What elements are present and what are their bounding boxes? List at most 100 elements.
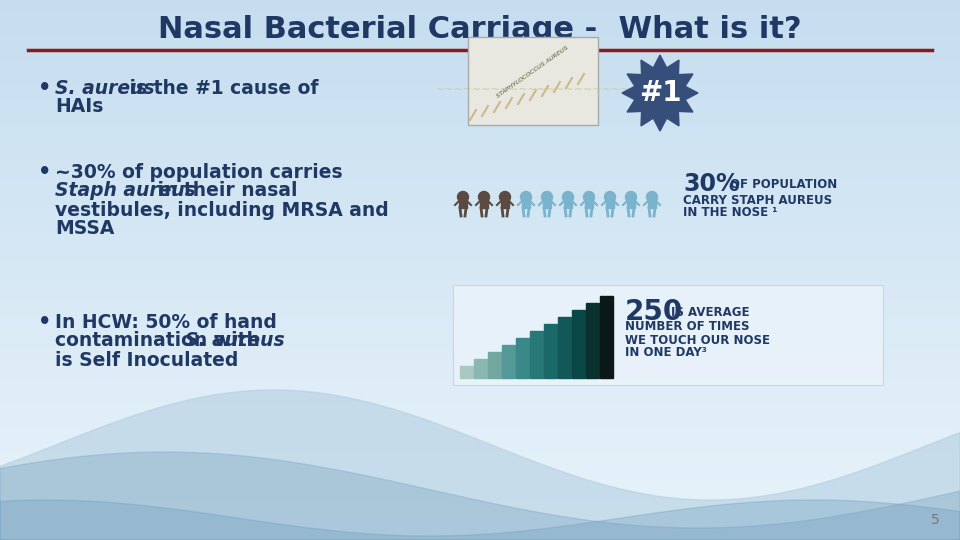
Bar	[0, 458, 960, 463]
Circle shape	[541, 192, 553, 202]
Text: •: •	[38, 78, 52, 98]
Bar	[0, 98, 960, 104]
Bar	[0, 120, 960, 126]
Circle shape	[605, 192, 615, 202]
Bar	[0, 296, 960, 301]
Bar	[0, 80, 960, 85]
Bar	[0, 431, 960, 436]
Text: Staph aureus: Staph aureus	[55, 181, 196, 200]
Bar	[0, 494, 960, 500]
Bar	[0, 422, 960, 428]
Bar	[0, 363, 960, 369]
Bar	[543, 198, 551, 208]
Bar	[0, 76, 960, 81]
Text: S. aureus: S. aureus	[55, 78, 155, 98]
Text: IN ONE DAY³: IN ONE DAY³	[625, 347, 707, 360]
Bar	[0, 327, 960, 333]
Bar	[480, 198, 488, 208]
Bar	[0, 265, 960, 270]
Bar	[0, 336, 960, 342]
Bar	[0, 489, 960, 495]
Bar	[0, 350, 960, 355]
Bar	[0, 3, 960, 9]
Bar	[648, 198, 656, 208]
Bar	[0, 332, 960, 338]
Bar	[0, 512, 960, 517]
Circle shape	[458, 192, 468, 202]
Bar	[0, 359, 960, 364]
Bar	[0, 440, 960, 445]
Bar	[0, 503, 960, 509]
Bar	[0, 404, 960, 409]
Circle shape	[478, 192, 490, 202]
Bar	[0, 305, 960, 310]
Text: OF POPULATION: OF POPULATION	[730, 178, 837, 191]
Bar	[0, 435, 960, 441]
Text: CARRY STAPH AUREUS: CARRY STAPH AUREUS	[683, 193, 832, 206]
Bar	[0, 269, 960, 274]
Bar	[0, 471, 960, 477]
Bar	[0, 211, 960, 216]
Bar	[0, 368, 960, 374]
Bar	[460, 366, 473, 378]
Bar	[0, 111, 960, 117]
Bar	[0, 292, 960, 297]
Bar	[0, 219, 960, 225]
Text: IS AVERAGE: IS AVERAGE	[671, 306, 750, 319]
Text: MSSA: MSSA	[55, 219, 114, 239]
Bar	[0, 287, 960, 293]
Text: in their nasal: in their nasal	[151, 181, 298, 200]
Text: IN THE NOSE ¹: IN THE NOSE ¹	[683, 206, 778, 219]
Bar	[0, 125, 960, 131]
Bar	[0, 215, 960, 220]
Bar	[0, 84, 960, 90]
Bar	[0, 130, 960, 135]
Bar	[0, 17, 960, 23]
Bar	[0, 260, 960, 266]
Text: is the #1 cause of: is the #1 cause of	[123, 78, 319, 98]
Text: •: •	[38, 162, 52, 182]
Bar	[0, 184, 960, 189]
Bar	[0, 12, 960, 18]
Bar	[0, 525, 960, 531]
Text: 250: 250	[625, 298, 684, 326]
Text: HAIs: HAIs	[55, 98, 104, 117]
Bar	[0, 89, 960, 94]
Bar	[501, 198, 509, 208]
Bar	[0, 228, 960, 234]
Bar	[0, 107, 960, 112]
Bar	[0, 323, 960, 328]
Circle shape	[499, 192, 511, 202]
Bar	[0, 170, 960, 176]
Text: STAPHYLOCOCCUS AUREUS: STAPHYLOCOCCUS AUREUS	[496, 45, 570, 99]
Text: contamination with: contamination with	[55, 332, 266, 350]
Bar	[0, 377, 960, 382]
Bar	[0, 35, 960, 40]
Bar	[0, 201, 960, 207]
Bar	[0, 206, 960, 212]
Bar	[0, 224, 960, 230]
Bar	[0, 238, 960, 243]
Bar	[0, 242, 960, 247]
Bar	[0, 498, 960, 504]
Bar	[0, 476, 960, 482]
Bar	[0, 8, 960, 14]
Text: vestibules, including MRSA and: vestibules, including MRSA and	[55, 200, 389, 219]
Circle shape	[520, 192, 532, 202]
Text: WE TOUCH OUR NOSE: WE TOUCH OUR NOSE	[625, 334, 770, 347]
Text: ~~~~~~~~~~~~~~~~~~~~~: ~~~~~~~~~~~~~~~~~~~~~	[436, 85, 630, 95]
Circle shape	[563, 192, 573, 202]
Bar	[0, 535, 960, 540]
Bar	[0, 22, 960, 27]
Bar	[0, 62, 960, 68]
Bar	[459, 198, 467, 208]
Bar	[0, 152, 960, 158]
Bar	[0, 134, 960, 139]
Bar	[0, 71, 960, 77]
Bar	[627, 198, 635, 208]
Bar	[453, 285, 883, 385]
Bar	[0, 246, 960, 252]
Bar	[0, 400, 960, 405]
Bar	[0, 93, 960, 99]
Bar	[0, 530, 960, 536]
